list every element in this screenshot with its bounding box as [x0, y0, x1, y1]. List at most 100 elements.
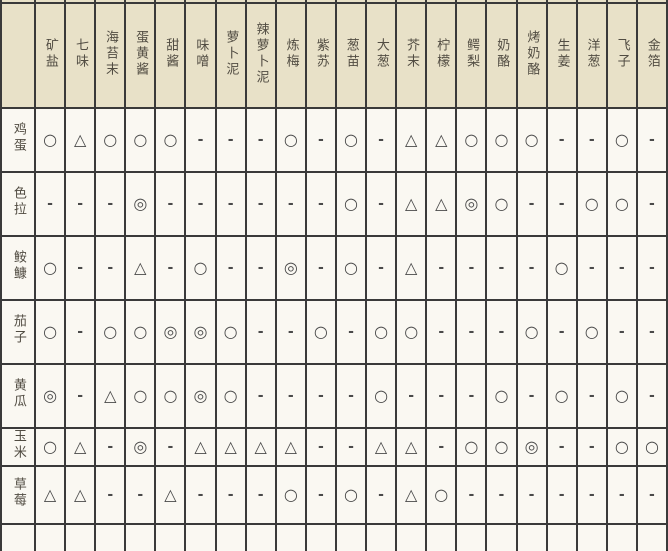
cropped-cell [124, 523, 157, 551]
matrix-cell: - [334, 427, 368, 467]
matrix-cell: - [365, 235, 398, 301]
matrix-cell: ◎ [274, 235, 307, 301]
matrix-cell: - [545, 171, 578, 237]
matrix-cell: - [304, 235, 337, 301]
row-label: 𩽾𩾌 [0, 235, 36, 301]
matrix-cell: - [515, 171, 548, 237]
column-header: 辣萝卜泥 [244, 2, 277, 109]
cropped-cell [545, 0, 578, 4]
cropped-cell [64, 0, 97, 4]
cropped-cell [395, 0, 428, 4]
matrix-cell: - [244, 465, 277, 525]
cropped-cell [184, 523, 217, 551]
cropped-cell [0, 0, 36, 4]
matrix-cell: - [214, 465, 247, 525]
column-header: 炼梅 [274, 2, 307, 109]
cropped-cell [94, 523, 127, 551]
matrix-cell: ○ [575, 171, 608, 237]
matrix-cell: - [64, 171, 97, 237]
cropped-cell [365, 0, 398, 4]
matrix-cell: ◎ [184, 299, 217, 365]
matrix-cell: ◎ [124, 171, 157, 237]
column-header-label: 味噌 [193, 37, 209, 70]
matrix-cell: - [515, 363, 548, 429]
matrix-cell: - [605, 235, 638, 301]
matrix-cell: ○ [515, 299, 548, 365]
table-row: 色拉 - - - ◎ - - - - - - ○ - △ △ ◎ ○ - - ○ ○ - [0, 171, 668, 237]
cropped-cell [605, 523, 638, 551]
matrix-cell: ○ [33, 427, 67, 467]
cropped-cell [545, 523, 578, 551]
matrix-cell: - [274, 363, 307, 429]
table-body: 鸡蛋 ○ △ ○ ○ ○ - - - ○ - ○ - △ △ ○ ○ ○ - - ○ - 色拉 - - - ◎ - - - - - - ○ - △ △ ◎… [0, 107, 668, 551]
matrix-cell: ◎ [184, 363, 217, 429]
cropped-cell [575, 0, 608, 4]
matrix-cell: ○ [214, 299, 247, 365]
matrix-cell: - [64, 299, 97, 365]
matrix-cell: ○ [214, 363, 247, 429]
header-row: 矿盐 七味 海苔末 蛋黄酱 甜酱 味噌 萝卜泥 辣萝卜泥 炼梅 紫苏 葱苗 大葱 芥末 柠檬 鳄梨 奶酪 烤奶酪… [0, 2, 668, 109]
cropped-cell [334, 523, 368, 551]
matrix-cell: - [425, 299, 458, 365]
matrix-cell: - [304, 107, 337, 173]
matrix-cell: ○ [304, 299, 337, 365]
cropped-cell [485, 0, 518, 4]
column-header-label: 矿盐 [42, 37, 58, 70]
matrix-cell: - [334, 363, 368, 429]
cropped-cell [395, 523, 428, 551]
cropped-cell [0, 523, 36, 551]
matrix-cell: ◎ [154, 299, 187, 365]
table-row: 黄瓜 ◎ - △ ○ ○ ◎ ○ - - - - ○ - - - ○ - ○ - ○ - [0, 363, 668, 429]
cropped-cell [425, 523, 458, 551]
column-header-label: 飞子 [614, 37, 630, 70]
row-label-text: 黄瓜 [10, 378, 26, 410]
matrix-cell: △ [64, 107, 97, 173]
matrix-cell: - [184, 465, 217, 525]
matrix-cell: - [425, 427, 458, 467]
matrix-cell: - [64, 235, 97, 301]
column-header-label: 炼梅 [283, 37, 299, 70]
column-header-label: 生姜 [554, 37, 570, 70]
matrix-cell: ○ [485, 427, 518, 467]
matrix-cell: - [485, 299, 518, 365]
row-label: 玉米 [0, 427, 36, 467]
cropped-cell [33, 523, 67, 551]
matrix-cell: - [455, 235, 488, 301]
matrix-cell: △ [154, 465, 187, 525]
matrix-cell: - [214, 171, 247, 237]
column-header: 葱苗 [334, 2, 368, 109]
column-header: 蛋黄酱 [124, 2, 157, 109]
matrix-cell: - [545, 427, 578, 467]
matrix-cell: △ [274, 427, 307, 467]
table-row: 𩽾𩾌 ○ - - △ - ○ - - ◎ - ○ - △ - - - - ○ - - - [0, 235, 668, 301]
table-row: 茄子 ○ - ○ ○ ◎ ◎ ○ - - ○ - ○ ○ - - - ○ - ○ - - [0, 299, 668, 365]
cropped-cell [244, 0, 277, 4]
matrix-cell: △ [425, 171, 458, 237]
matrix-cell: - [244, 107, 277, 173]
row-label-text: 𩽾𩾌 [10, 250, 26, 282]
matrix-cell: ○ [33, 107, 67, 173]
cropped-cell [365, 523, 398, 551]
column-header-label: 奶酪 [494, 37, 510, 70]
matrix-cell: ○ [154, 363, 187, 429]
column-header: 味噌 [184, 2, 217, 109]
row-label-text: 玉米 [10, 429, 26, 461]
matrix-cell: △ [33, 465, 67, 525]
column-header-label: 葱苗 [343, 37, 359, 70]
matrix-cell: - [94, 235, 127, 301]
cropped-cell [635, 0, 668, 4]
matrix-cell: - [425, 363, 458, 429]
cropped-cell [334, 0, 368, 4]
column-header-label: 辣萝卜泥 [253, 21, 269, 86]
column-header: 萝卜泥 [214, 2, 247, 109]
table-row: 鸡蛋 ○ △ ○ ○ ○ - - - ○ - ○ - △ △ ○ ○ ○ - - ○ - [0, 107, 668, 173]
matrix-cell: ○ [33, 299, 67, 365]
matrix-cell: ○ [274, 465, 307, 525]
column-header: 生姜 [545, 2, 578, 109]
cropped-cell [635, 523, 668, 551]
row-label-text: 鸡蛋 [10, 122, 26, 154]
matrix-cell: - [365, 465, 398, 525]
column-header-label: 七味 [72, 37, 88, 70]
column-header-label: 芥末 [403, 37, 419, 70]
